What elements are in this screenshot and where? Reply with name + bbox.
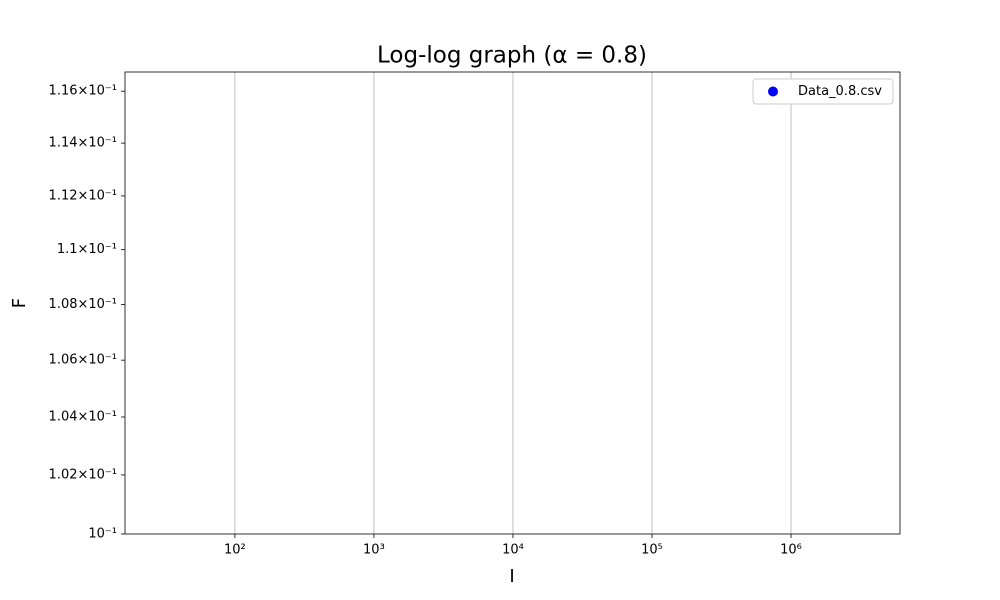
y-tick-label: 1.1×10⁻¹	[57, 242, 117, 257]
legend-marker	[768, 86, 778, 97]
chart-title: Log-log graph (α = 0.8)	[377, 43, 647, 69]
x-tick-label: 10²	[224, 543, 246, 558]
x-tick-label: 10⁴	[502, 543, 524, 558]
x-tick-label: 10⁶	[780, 543, 802, 558]
y-tick-label: 1.16×10⁻¹	[49, 84, 117, 99]
y-tick-label: 1.06×10⁻¹	[49, 353, 117, 368]
x-axis-label: I	[509, 566, 514, 587]
y-tick-label: 1.04×10⁻¹	[49, 409, 117, 424]
plot-frame	[124, 71, 901, 535]
legend-label: Data_0.8.csv	[798, 84, 882, 99]
y-tick-label: 1.02×10⁻¹	[49, 467, 117, 482]
y-tick-label: 10⁻¹	[88, 527, 117, 542]
y-tick-label: 1.12×10⁻¹	[49, 188, 117, 203]
x-tick-label: 10⁵	[641, 543, 663, 558]
x-tick-label: 10³	[363, 543, 385, 558]
y-axis-label: F	[9, 298, 30, 308]
y-tick-label: 1.08×10⁻¹	[49, 297, 117, 312]
legend-box	[752, 78, 894, 105]
y-tick-label: 1.14×10⁻¹	[49, 136, 117, 151]
